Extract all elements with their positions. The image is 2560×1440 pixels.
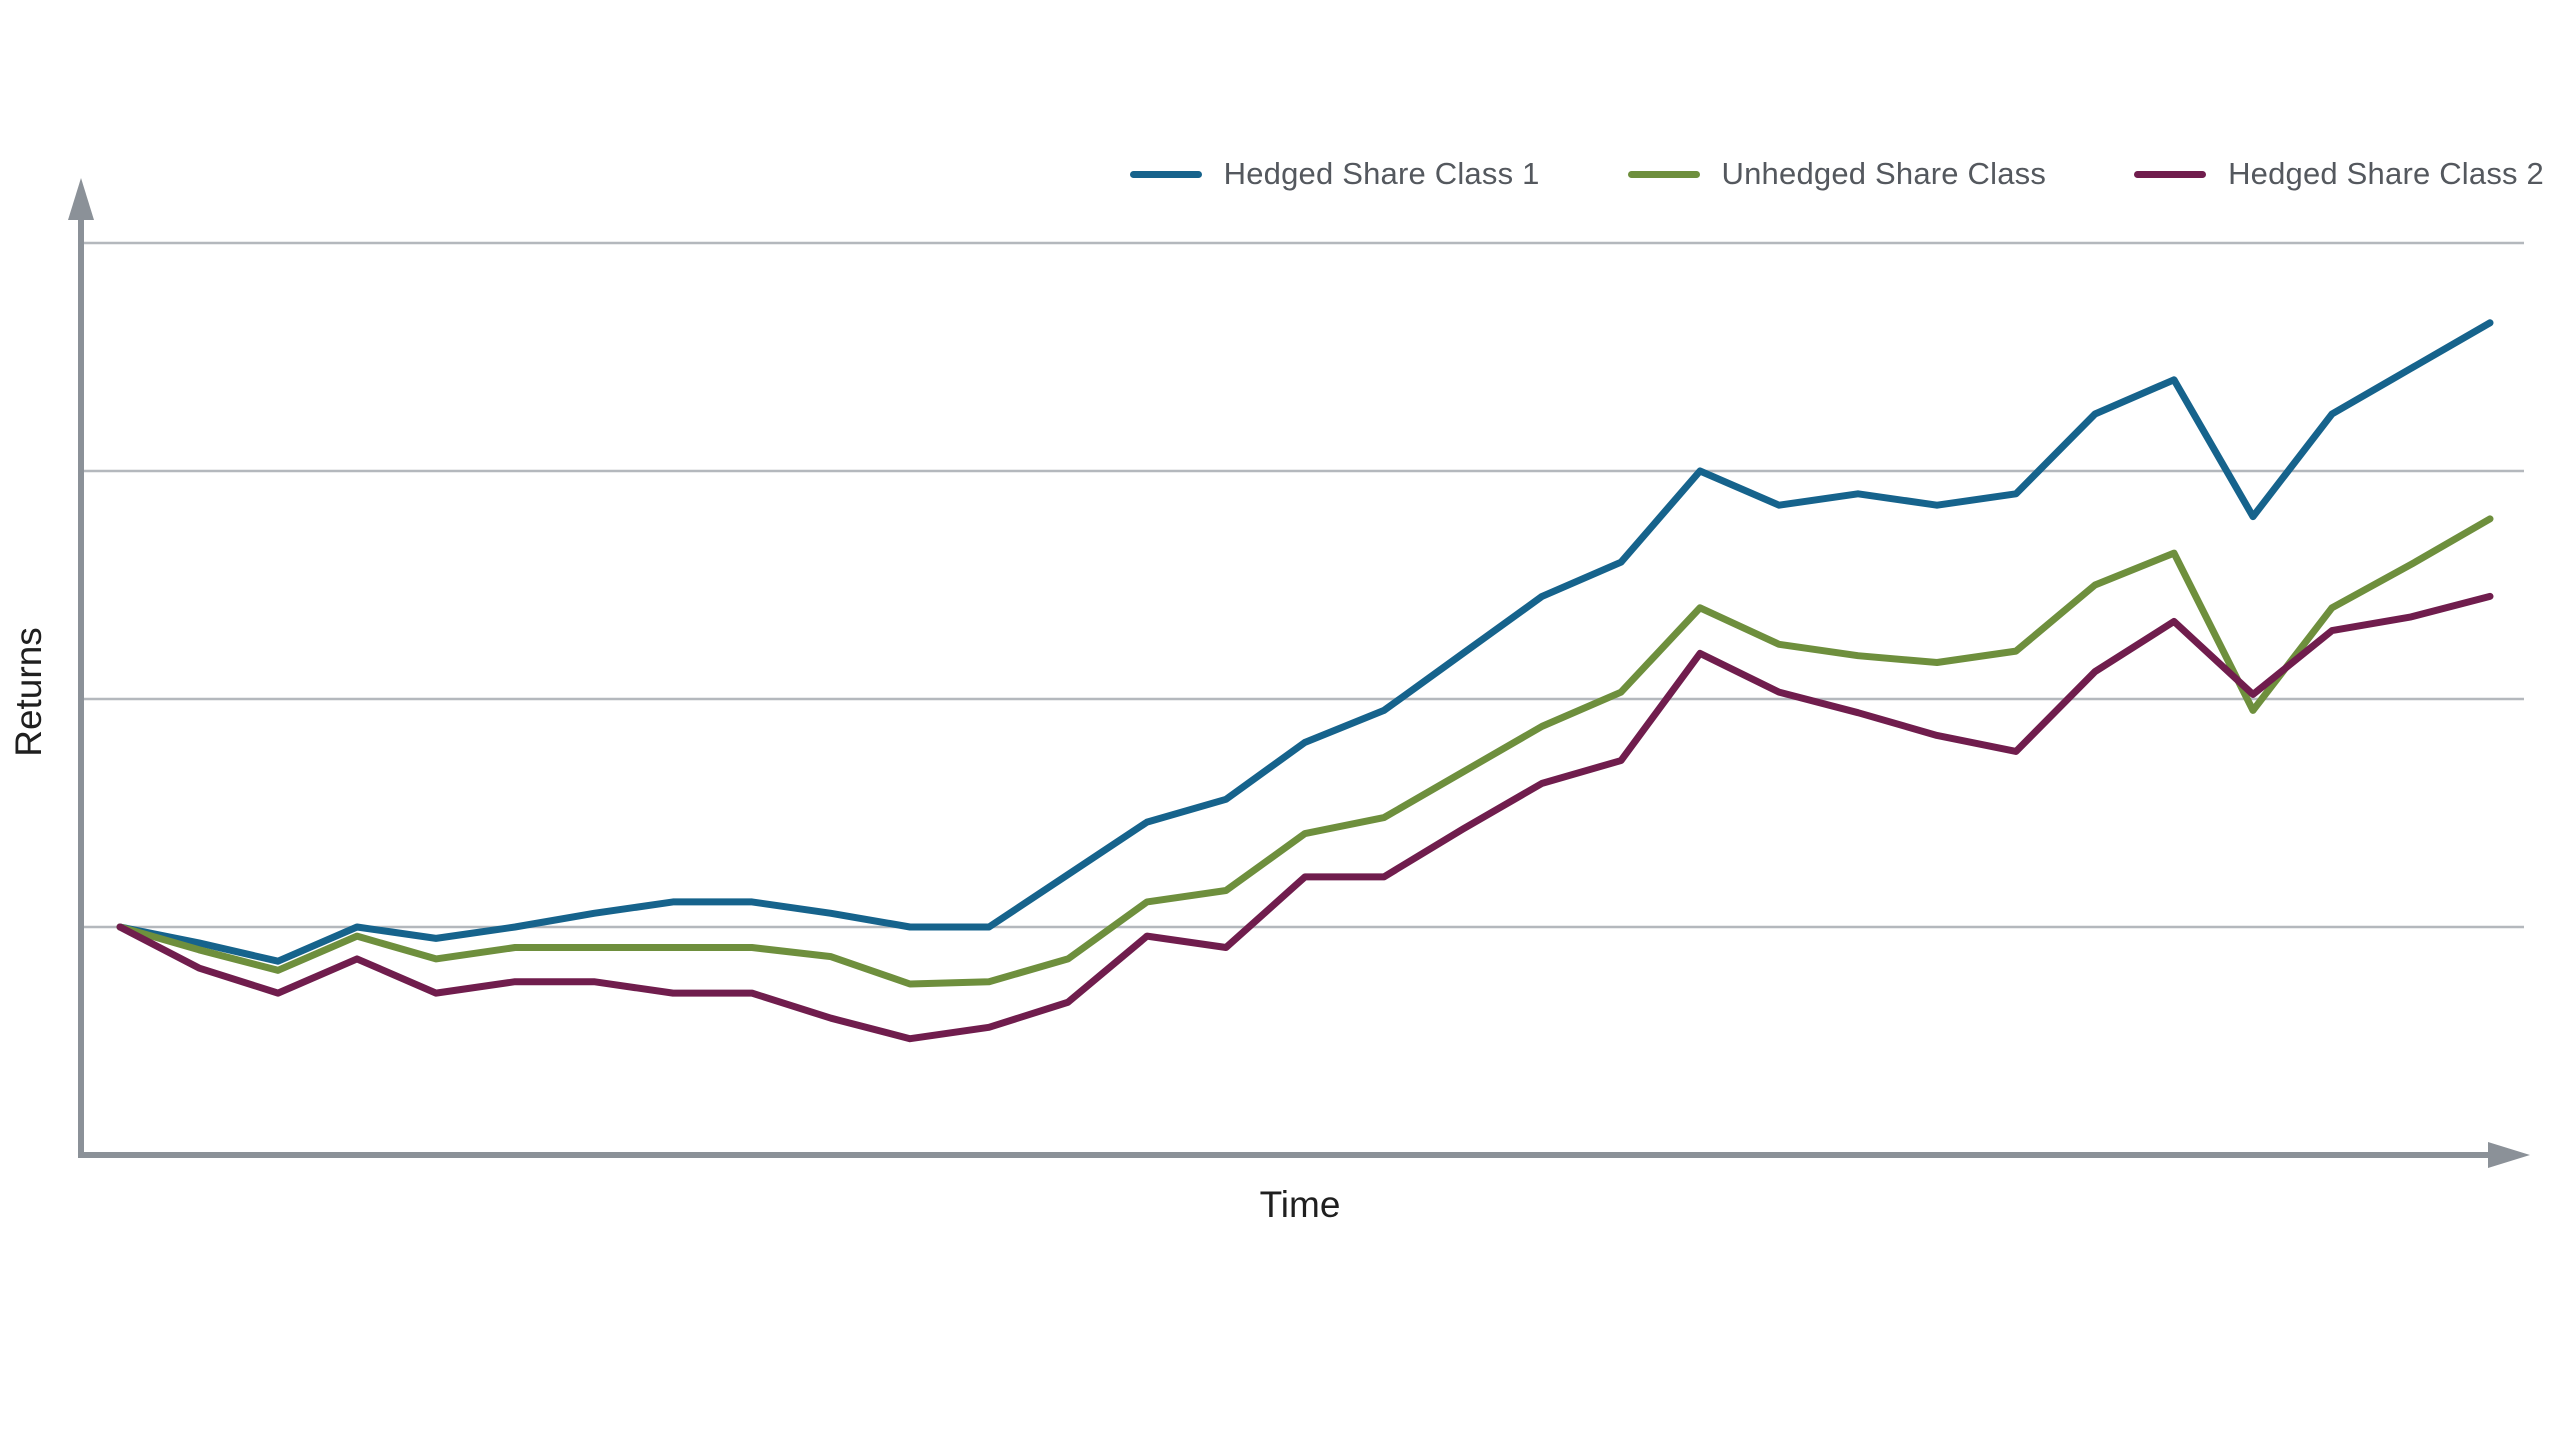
x-axis-arrow-icon	[2488, 1142, 2530, 1168]
legend-label: Unhedged Share Class	[1721, 156, 2047, 191]
legend-label: Hedged Share Class 1	[1223, 156, 1540, 191]
legend-swatch-line-icon	[2134, 170, 2207, 178]
y-axis-arrow-icon	[68, 178, 94, 220]
x-axis-title: Time	[1259, 1184, 1341, 1225]
legend-item-unhedged-share-class: Unhedged Share Class	[1627, 156, 2047, 192]
y-axis-title: Returns	[8, 627, 49, 757]
legend-item-hedged-share-class-2: Hedged Share Class 2	[2134, 156, 2544, 192]
chart-legend: Hedged Share Class 1 Unhedged Share Clas…	[0, 156, 2544, 192]
legend-swatch-line-icon	[1129, 170, 1202, 178]
series-line-3	[116, 592, 2494, 1043]
legend-label: Hedged Share Class 2	[2228, 156, 2544, 191]
legend-item-hedged-share-class-1: Hedged Share Class 1	[1129, 156, 1540, 192]
series-line-2	[116, 515, 2494, 988]
legend-swatch-line-icon	[1627, 170, 1700, 178]
series-line-1	[116, 319, 2494, 965]
